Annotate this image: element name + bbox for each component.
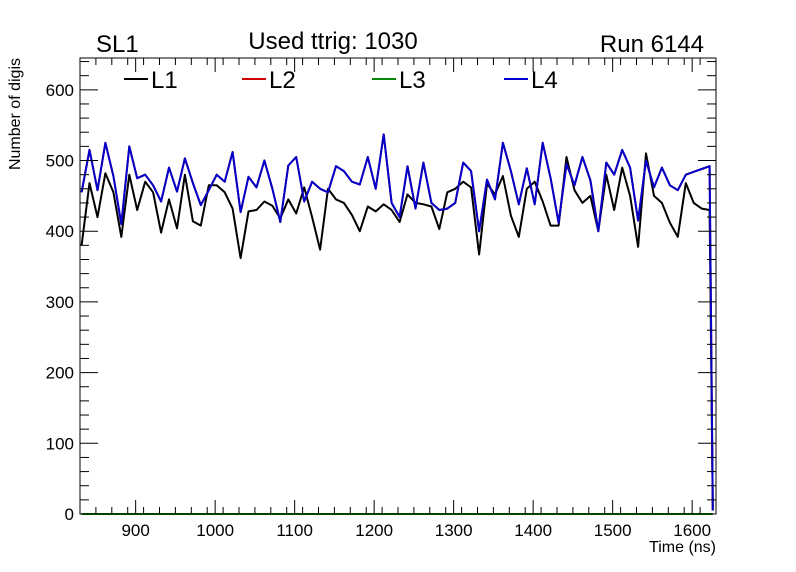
tick-layer: 900 1000 1100 1200 1300 1400 1500 1600 0 100 200 30… xyxy=(46,58,717,540)
x-tick-label: 1400 xyxy=(514,521,552,540)
legend-label-l2: L2 xyxy=(269,67,296,94)
legend-label-l1: L1 xyxy=(151,67,178,94)
y-axis-label: Number of digis xyxy=(7,58,24,170)
series-line-l1 xyxy=(80,152,714,511)
y-tick-label: 400 xyxy=(46,222,74,241)
x-axis-label: Time (ns) xyxy=(649,539,716,556)
y-tick-label: 500 xyxy=(46,152,74,171)
y-tick-label: 200 xyxy=(46,364,74,383)
x-tick-label: 1000 xyxy=(196,521,234,540)
series-line-l4 xyxy=(80,133,714,511)
y-tick-label: 600 xyxy=(46,81,74,100)
legend-label-l4: L4 xyxy=(531,67,558,94)
x-tick-label: 1200 xyxy=(355,521,393,540)
x-tick-label: 1100 xyxy=(276,521,313,540)
plot-frame xyxy=(79,57,717,515)
y-tick-label: 100 xyxy=(46,434,74,453)
x-tick-label: 1500 xyxy=(594,521,632,540)
series-layer xyxy=(80,133,714,515)
y-tick-label: 0 xyxy=(65,505,74,524)
title-right: Run 6144 xyxy=(600,31,704,58)
y-tick-label: 300 xyxy=(46,293,74,312)
x-tick-label: 900 xyxy=(121,521,149,540)
legend-label-l3: L3 xyxy=(399,67,426,94)
legend: L1 L2 L3 L4 xyxy=(124,67,558,94)
x-tick-label: 1300 xyxy=(435,521,473,540)
x-tick-label: 1600 xyxy=(673,521,711,540)
chart-title: Used ttrig: 1030 xyxy=(248,28,417,55)
title-left: SL1 xyxy=(96,31,139,58)
